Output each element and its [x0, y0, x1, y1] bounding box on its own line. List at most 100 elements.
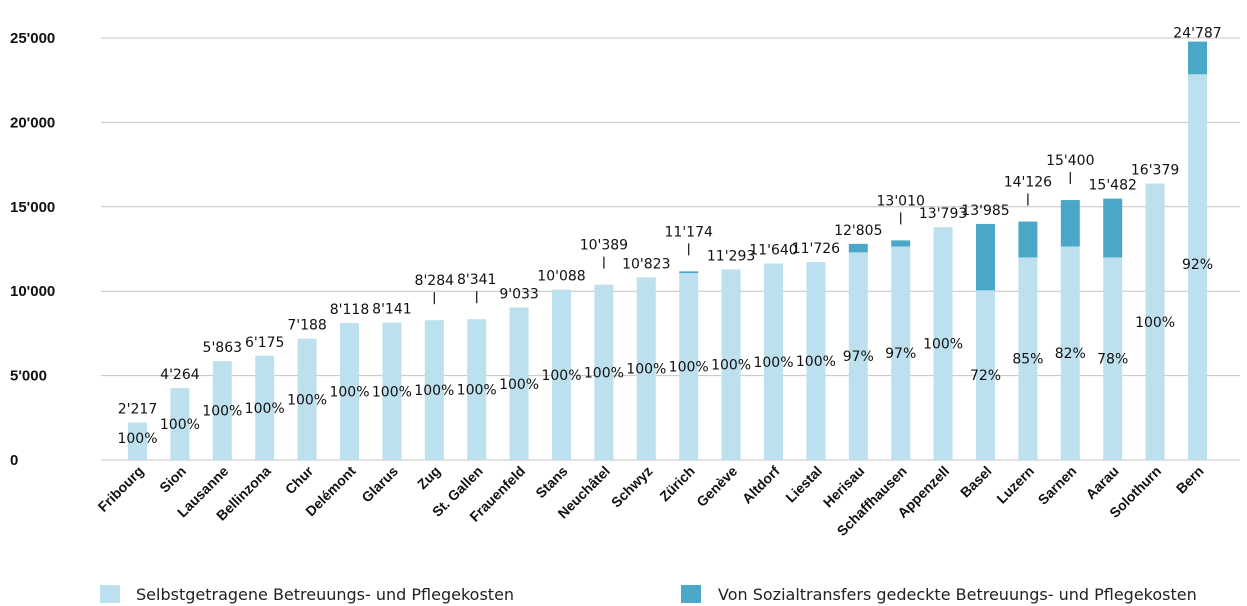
y-axis: 0 5'000 10'000 15'000 20'000 25'000 — [10, 30, 55, 469]
percent-label: 97% — [885, 346, 916, 362]
total-label: 4'264 — [160, 367, 200, 383]
bar-self — [297, 338, 317, 460]
bar-transfers — [1060, 200, 1080, 247]
percent-label: 100% — [1135, 315, 1175, 331]
percent-label: 100% — [584, 365, 624, 381]
percent-label: 100% — [669, 360, 709, 376]
bar-transfers — [1018, 221, 1038, 258]
total-label: 10'088 — [537, 269, 585, 285]
x-tick-label: Stans — [532, 463, 570, 501]
x-tick-label: Glarus — [358, 463, 401, 506]
data-labels: 2'217100%4'264100%5'863100%6'175100%7'18… — [117, 26, 1221, 447]
bar-self — [1188, 74, 1207, 461]
total-label: 2'217 — [118, 402, 157, 418]
gridlines — [101, 37, 1240, 461]
bar-transfers — [679, 271, 699, 274]
legend: Selbstgetragene Betreuungs- und Pflegeko… — [100, 585, 1197, 604]
total-label: 6'175 — [245, 335, 284, 351]
y-tick-label: 25'000 — [10, 30, 55, 47]
total-label: 16'379 — [1131, 163, 1179, 179]
total-label: 9'033 — [499, 287, 538, 303]
percent-label: 72% — [970, 368, 1001, 384]
percent-label: 100% — [245, 401, 285, 417]
percent-label: 100% — [626, 362, 666, 378]
bar-self — [806, 262, 826, 460]
x-tick-label: Chur — [282, 462, 317, 497]
x-tick-label: Sarnen — [1035, 463, 1080, 508]
total-label: 15'482 — [1089, 178, 1137, 194]
total-label: 10'389 — [580, 238, 628, 254]
total-label: 11'174 — [665, 224, 713, 240]
bar-self — [552, 289, 571, 460]
percent-label: 100% — [923, 337, 963, 353]
percent-label: 100% — [414, 383, 454, 399]
bar-transfers — [891, 240, 911, 247]
x-tick-label: Sion — [156, 463, 189, 496]
bar-self — [848, 252, 868, 460]
percent-label: 97% — [843, 349, 874, 365]
percent-label: 100% — [287, 392, 327, 408]
percent-label: 100% — [457, 383, 497, 399]
bar-transfers — [1103, 198, 1123, 258]
percent-label: 100% — [372, 384, 412, 400]
percent-label: 100% — [499, 377, 539, 393]
bar-self — [679, 273, 699, 460]
bar-self — [1145, 183, 1165, 461]
x-tick-label: Zug — [414, 463, 443, 492]
percent-label: 100% — [202, 404, 242, 420]
y-tick-label: 10'000 — [10, 283, 55, 300]
total-label: 8'341 — [457, 272, 496, 288]
total-label: 8'118 — [330, 302, 369, 318]
bar-self — [340, 322, 359, 460]
legend-label-self: Selbstgetragene Betreuungs- und Pflegeko… — [136, 585, 514, 604]
bar-self — [128, 422, 147, 460]
bar-self — [424, 320, 444, 460]
x-tick-label: Aarau — [1082, 463, 1121, 502]
percent-label: 92% — [1182, 257, 1213, 273]
bar-transfers — [976, 223, 995, 291]
bar-transfers — [1188, 41, 1207, 75]
y-tick-label: 20'000 — [10, 114, 55, 131]
total-label: 7'188 — [287, 318, 326, 334]
bar-transfers — [848, 243, 868, 253]
bar-self — [255, 355, 275, 460]
total-label: 11'293 — [707, 248, 755, 264]
percent-label: 82% — [1055, 346, 1086, 362]
total-label: 5'863 — [203, 340, 242, 356]
percent-label: 100% — [541, 368, 581, 384]
x-tick-label: Genève — [693, 463, 740, 510]
bar-self — [1018, 257, 1038, 460]
x-tick-label: Altdorf — [739, 463, 783, 507]
percent-label: 78% — [1097, 352, 1128, 368]
legend-label-transfers: Von Sozialtransfers gedeckte Betreuungs-… — [718, 585, 1197, 604]
percent-label: 100% — [796, 354, 836, 370]
bar-self — [976, 290, 995, 460]
legend-swatch-self — [100, 585, 120, 603]
x-tick-label: Bern — [1173, 463, 1207, 497]
bar-self — [1103, 257, 1123, 460]
percent-label: 100% — [711, 358, 751, 374]
bar-self — [212, 361, 232, 460]
x-tick-label: Fribourg — [95, 463, 147, 515]
total-label: 8'284 — [415, 273, 455, 289]
total-label: 10'823 — [622, 256, 670, 272]
x-tick-label: Basel — [957, 463, 995, 501]
bar-self — [509, 307, 529, 460]
total-label: 24'787 — [1173, 26, 1221, 42]
total-label: 13'985 — [961, 203, 1009, 219]
total-label: 13'793 — [919, 206, 967, 222]
percent-label: 100% — [117, 431, 157, 447]
bar-self — [1060, 246, 1080, 460]
bar-self — [891, 246, 911, 460]
y-tick-label: 0 — [10, 452, 18, 469]
total-label: 12'805 — [834, 223, 882, 239]
percent-label: 100% — [160, 417, 200, 433]
percent-label: 100% — [329, 384, 369, 400]
x-tick-label: Schwyz — [608, 463, 656, 511]
total-label: 14'126 — [1004, 175, 1052, 191]
y-tick-label: 5'000 — [10, 368, 47, 385]
x-tick-label: Luzern — [993, 463, 1037, 507]
bar-self — [382, 322, 402, 460]
